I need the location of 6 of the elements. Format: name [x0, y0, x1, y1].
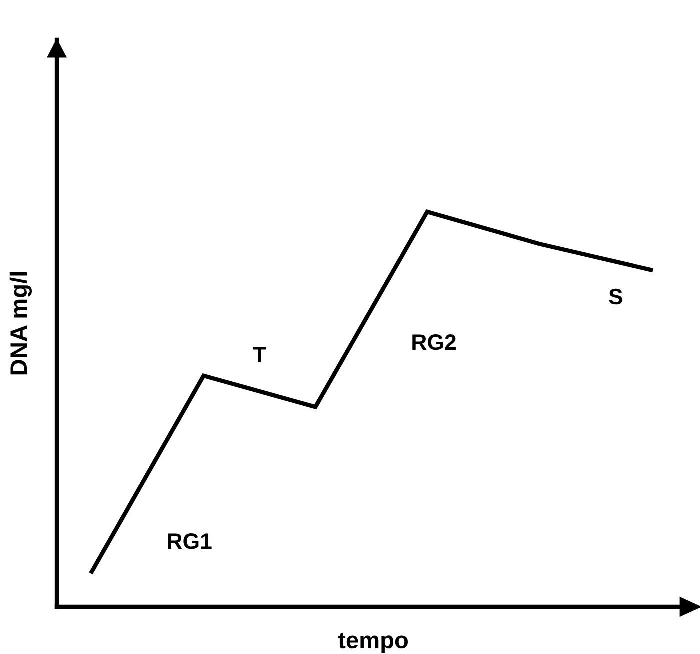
annotation: T [253, 347, 266, 363]
annotation: S [609, 288, 622, 305]
annotation: RG1 [168, 534, 212, 550]
y-axis-title: DNA mg/l [10, 272, 32, 375]
annotation: RG2 [412, 334, 456, 350]
x-axis-title: tempo [338, 633, 408, 654]
